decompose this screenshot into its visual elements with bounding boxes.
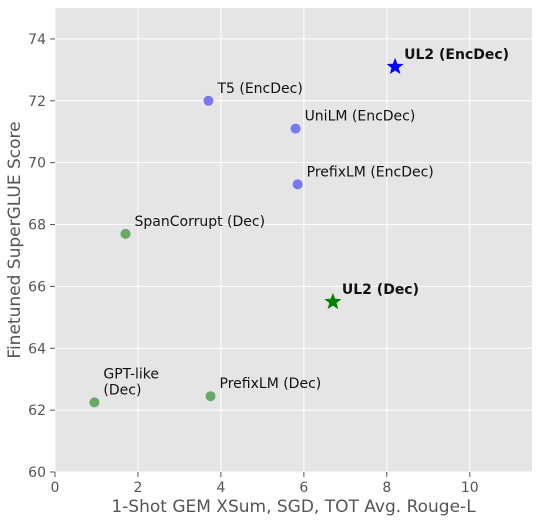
point-marker (89, 397, 100, 408)
y-tick-label: 72 (28, 94, 46, 110)
plot-background (55, 8, 532, 472)
point-label: (Dec) (103, 382, 141, 398)
point-marker (292, 179, 303, 190)
point-label: UniLM (EncDec) (305, 109, 416, 125)
point-label: UL2 (EncDec) (404, 47, 509, 63)
x-tick-label: 10 (461, 480, 479, 496)
point-marker (290, 123, 301, 134)
grid-lines (54, 8, 532, 473)
y-tick-label: 68 (28, 218, 46, 234)
star-marker (324, 292, 342, 310)
x-tick-label: 4 (216, 480, 225, 496)
x-tick-label: 6 (299, 480, 308, 496)
point-label: SpanCorrupt (Dec) (135, 214, 266, 230)
point-label: GPT-like (103, 366, 159, 382)
point-marker (120, 228, 131, 239)
x-tick-label: 8 (382, 480, 391, 496)
y-tick-label: 74 (28, 32, 46, 48)
point-label: T5 (EncDec) (216, 81, 302, 97)
y-tick-label: 60 (28, 465, 46, 481)
y-tick-label: 70 (28, 156, 46, 172)
y-tick-label: 64 (28, 341, 46, 357)
x-tick-label: 2 (133, 480, 142, 496)
x-tick-label: 0 (51, 480, 60, 496)
y-axis-label: Finetuned SuperGLUE Score (5, 121, 25, 358)
y-tick-label: 66 (28, 279, 46, 295)
point-label: PrefixLM (Dec) (220, 376, 322, 392)
y-tick-label: 62 (28, 403, 46, 419)
point-marker (203, 95, 214, 106)
point-label: UL2 (Dec) (342, 282, 419, 298)
data-points (89, 57, 404, 408)
x-axis-label: 1-Shot GEM XSum, SGD, TOT Avg. Rouge-L (111, 497, 476, 517)
point-label: PrefixLM (EncDec) (307, 164, 434, 180)
point-labels: T5 (EncDec)UniLM (EncDec) PrefixLM (EncDe… (103, 47, 509, 399)
star-marker (386, 57, 404, 75)
point-marker (205, 391, 216, 402)
